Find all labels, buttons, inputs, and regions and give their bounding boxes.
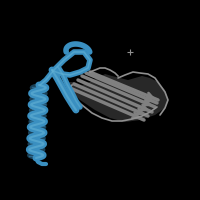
Polygon shape <box>60 74 168 122</box>
